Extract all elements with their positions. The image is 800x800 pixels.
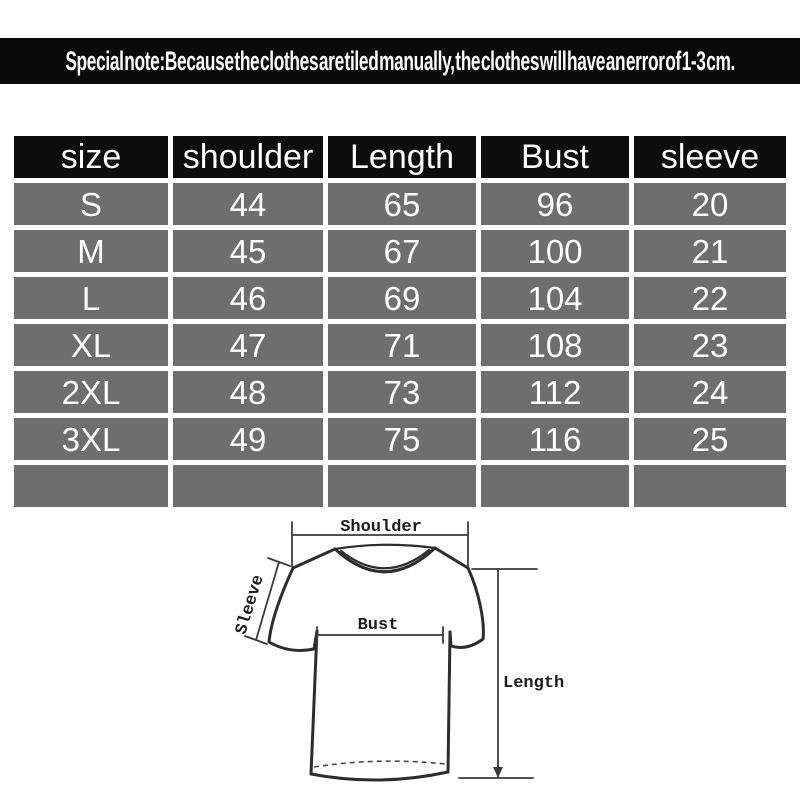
table-cell: 44 [173,183,323,225]
table-cell: 65 [328,183,476,225]
right-body-edge [446,630,452,774]
table-cell: 46 [173,277,323,319]
table-cell: 104 [481,277,629,319]
table-cell: 45 [173,230,323,272]
tshirt-measurement-diagram: Shoulder Sleeve Bust Length [233,518,564,782]
back-hem-dashed [313,760,446,768]
table-cell: 2XL [14,371,168,413]
bust-label: Bust [358,616,399,635]
table-cell: 96 [481,183,629,225]
shoulder-label: Shoulder [340,518,422,537]
table-cell: 3XL [14,418,168,460]
special-note-banner: Special note:Because the clothes are til… [0,38,800,84]
table-cell: 48 [173,371,323,413]
front-hem [309,770,450,782]
table-cell: 25 [634,418,786,460]
left-sleeve [267,566,319,652]
header-bust: Bust [481,136,629,178]
table-cell: 100 [481,230,629,272]
table-cell: S [14,183,168,225]
table-cell: 49 [173,418,323,460]
table-cell-empty [634,465,786,507]
table-cell: 73 [328,371,476,413]
header-sleeve: sleeve [634,136,786,178]
table-cell: 69 [328,277,476,319]
table-cell: 23 [634,324,786,366]
length-measure-line [458,568,538,779]
table-cell: 71 [328,324,476,366]
table-cell: XL [14,324,168,366]
table-cell: 116 [481,418,629,460]
table-cell: 22 [634,277,786,319]
table-cell: L [14,277,168,319]
table-cell: 47 [173,324,323,366]
right-sleeve [448,566,485,649]
tshirt-sketch [267,543,485,782]
collar-top-line [333,543,437,551]
right-shoulder-slope [433,546,470,570]
length-label: Length [503,674,564,693]
table-cell-empty [328,465,476,507]
bust-measure-line [316,626,444,644]
special-note-text: Special note:Because the clothes are til… [65,45,735,76]
table-cell-empty [481,465,629,507]
table-cell: 108 [481,324,629,366]
table-cell: 21 [634,230,786,272]
header-shoulder: shoulder [173,136,323,178]
table-cell: 112 [481,371,629,413]
collar-outer-arc [333,546,437,574]
table-cell: 24 [634,371,786,413]
left-shoulder-slope [291,547,337,570]
table-cell: 67 [328,230,476,272]
shoulder-measure-line [291,521,469,568]
table-cell: 20 [634,183,786,225]
left-body-edge [309,629,319,776]
size-table: size shoulder Length Bust sleeve S 44 65… [14,136,786,507]
header-size: size [14,136,168,178]
sleeve-measure-line [244,557,291,645]
table-cell-empty [173,465,323,507]
sleeve-label: Sleeve [233,573,269,637]
header-length: Length [328,136,476,178]
table-cell: M [14,230,168,272]
table-cell: 75 [328,418,476,460]
table-cell-empty [14,465,168,507]
collar-inner-arc [339,548,431,570]
